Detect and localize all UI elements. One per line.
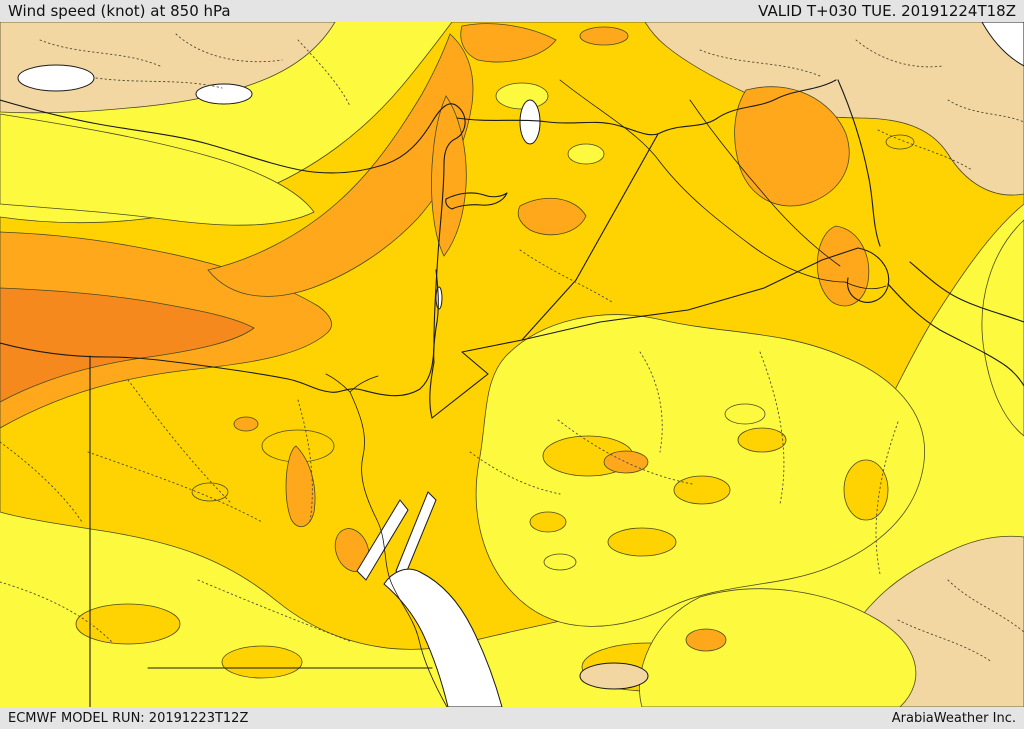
admin-boundaries-layer	[0, 33, 1024, 663]
red-sea	[383, 568, 503, 707]
map-header: Wind speed (knot) at 850 hPa VALID T+030…	[0, 0, 1024, 22]
map-canvas	[0, 22, 1024, 707]
extra-contour-rings	[191, 134, 915, 571]
iraq-saudi-border	[521, 247, 859, 341]
gulf-of-suez	[356, 499, 409, 581]
valid-time-label: VALID T+030 TUE. 20191224T18Z	[758, 2, 1016, 20]
nile-delta	[325, 373, 379, 393]
iraq-iran-border	[837, 79, 881, 247]
brand-label: ArabiaWeather Inc.	[891, 710, 1016, 726]
coastlines-and-borders	[0, 79, 1024, 707]
wadi-araba-line	[429, 361, 435, 419]
wind-speed-contour-map	[0, 22, 1024, 707]
nile-river	[349, 391, 448, 707]
israel-jordan-border	[433, 269, 439, 363]
white-calm-and-sea-layer	[17, 22, 1024, 707]
cyprus-coastline	[445, 192, 508, 210]
euphrates-river	[559, 79, 846, 283]
yellow-fill-layer	[0, 82, 1024, 707]
gold-patch-layer	[529, 427, 889, 557]
persian-gulf-coast	[887, 261, 1024, 387]
calm-patch	[17, 64, 95, 92]
dead-sea	[435, 286, 443, 310]
kuwait-border	[846, 247, 890, 303]
turkey-syria-border	[456, 79, 837, 136]
jordan-saudi-border	[431, 339, 523, 419]
map-footer: ECMWF MODEL RUN: 20191223T12Z ArabiaWeat…	[0, 707, 1024, 729]
map-title: Wind speed (knot) at 850 hPa	[8, 2, 231, 20]
beige-patch	[579, 662, 649, 690]
rivers-layer	[325, 79, 887, 707]
mediterranean-coastline	[0, 99, 466, 397]
dark-orange-core-layer	[0, 287, 255, 403]
syria-iraq-border	[575, 133, 659, 281]
shatt-al-arab	[844, 281, 887, 290]
tigris-river	[689, 99, 841, 267]
jordan-iraq-border	[521, 279, 577, 341]
model-run-label: ECMWF MODEL RUN: 20191223T12Z	[8, 710, 249, 726]
calm-patch	[195, 83, 253, 105]
calm-patch	[519, 99, 541, 145]
